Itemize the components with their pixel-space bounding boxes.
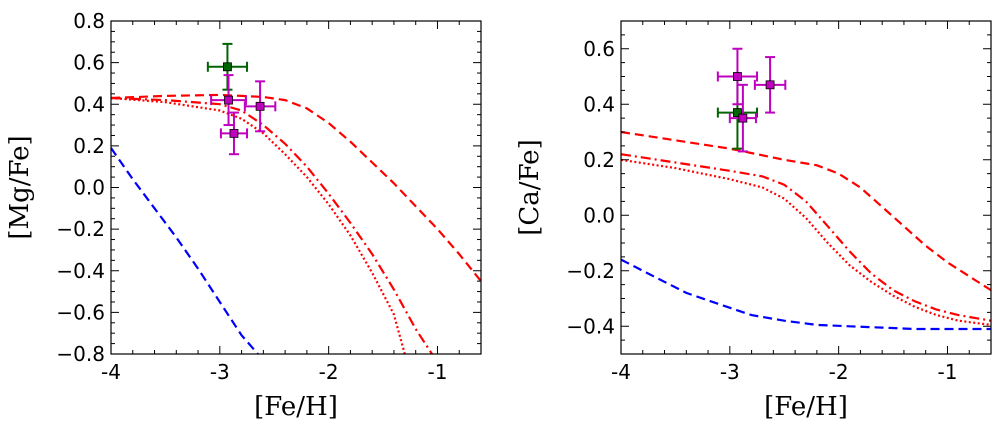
data-point-marker xyxy=(223,62,232,72)
y-tick-label: −0.6 xyxy=(56,300,105,324)
y-tick-label: 0.8 xyxy=(73,9,105,33)
series-line-red-dashdot xyxy=(111,96,433,354)
ticks xyxy=(110,20,482,355)
y-tick-label: 0.0 xyxy=(73,176,105,200)
data-point-marker xyxy=(224,95,233,105)
series-group xyxy=(111,93,481,354)
y-tick-label: −0.4 xyxy=(56,259,105,283)
series-line-red-dashdot xyxy=(621,153,991,322)
y-tick-label: −0.2 xyxy=(56,217,105,241)
data-point-marker xyxy=(229,128,239,138)
data-point-3 xyxy=(219,111,249,156)
series-line-red-dashed xyxy=(621,130,991,292)
x-tick-label: -4 xyxy=(101,360,121,384)
y-tick-label: 0.4 xyxy=(73,92,105,116)
x-tick-label: -1 xyxy=(427,360,447,384)
series-line-blue-dashed xyxy=(621,258,991,331)
data-point-marker xyxy=(733,108,742,117)
data-point-marker xyxy=(255,101,265,111)
y-tick-label: 0.0 xyxy=(583,203,615,227)
x-tick-label: -3 xyxy=(210,360,230,384)
series-group xyxy=(621,130,991,331)
data-point-marker xyxy=(733,72,742,81)
y-axis-label: [Ca/Fe] xyxy=(515,139,545,235)
x-tick-label: -4 xyxy=(611,360,631,384)
x-tick-label: -2 xyxy=(319,360,339,384)
y-tick-label: −0.2 xyxy=(566,259,615,283)
ticks xyxy=(620,20,992,355)
data-point-marker xyxy=(738,113,748,123)
y-tick-label: 0.4 xyxy=(583,92,615,116)
plot-frame xyxy=(110,20,482,355)
data-point-1 xyxy=(210,74,247,127)
y-axis-label: [Mg/Fe] xyxy=(5,135,35,239)
data-point-1 xyxy=(716,47,759,106)
data-point-2 xyxy=(753,56,787,114)
series-line-red-dotted xyxy=(111,96,406,354)
series-line-red-dotted xyxy=(621,158,991,326)
plot-frame xyxy=(620,20,992,355)
y-tick-label: 0.6 xyxy=(583,37,615,61)
data-point-marker xyxy=(765,80,775,90)
y-tick-label: 0.2 xyxy=(73,134,105,158)
x-axis-label: [Fe/H] xyxy=(254,392,338,422)
data-point-3 xyxy=(728,83,757,153)
x-tick-label: -1 xyxy=(937,360,957,384)
data-point-0 xyxy=(206,42,249,91)
series-line-blue-dashed xyxy=(111,147,259,354)
x-tick-label: -3 xyxy=(720,360,740,384)
y-tick-label: 0.6 xyxy=(73,51,105,75)
y-tick-label: −0.8 xyxy=(56,342,105,366)
y-tick-label: −0.4 xyxy=(566,314,615,338)
series-line-red-dashed xyxy=(111,93,481,282)
data-points xyxy=(716,47,787,153)
x-tick-label: -2 xyxy=(829,360,849,384)
y-tick-label: 0.2 xyxy=(583,148,615,172)
x-axis-label: [Fe/H] xyxy=(764,392,848,422)
right-panel-ca-fe: -4 -3 -2 -1 −0.4 −0.2 0.0 0.2 0.4 0.6 [Fe/H] [Ca/Fe… xyxy=(515,20,992,422)
left-panel-mg-fe: -4 -3 -2 -1 −0.8 −0.6 −0.4 −0.2 0.0 0.2 0.4 0.6 0.8 [… xyxy=(5,9,482,422)
data-points xyxy=(206,42,277,156)
data-point-2 xyxy=(243,80,277,133)
